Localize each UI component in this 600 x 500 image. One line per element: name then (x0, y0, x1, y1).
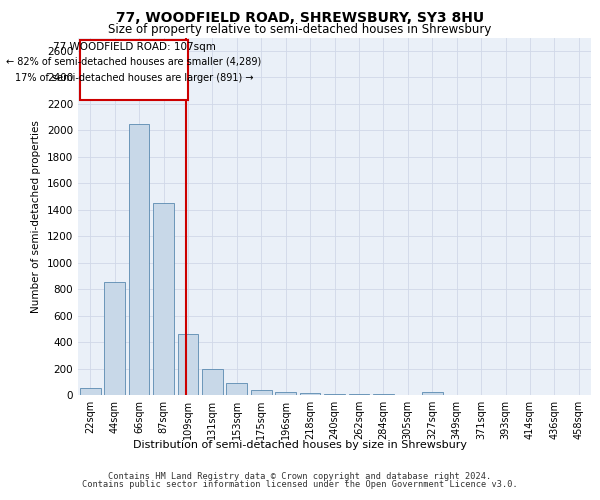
Text: 77, WOODFIELD ROAD, SHREWSBURY, SY3 8HU: 77, WOODFIELD ROAD, SHREWSBURY, SY3 8HU (116, 11, 484, 25)
Bar (422, 392, 443, 395)
Text: ← 82% of semi-detached houses are smaller (4,289): ← 82% of semi-detached houses are smalle… (7, 57, 262, 67)
Text: 17% of semi-detached houses are larger (891) →: 17% of semi-detached houses are larger (… (14, 73, 253, 83)
Bar (299, 393, 320, 395)
Text: Contains public sector information licensed under the Open Government Licence v3: Contains public sector information licen… (82, 480, 518, 489)
Bar (128, 124, 149, 395)
Bar (178, 334, 199, 395)
Text: 77 WOODFIELD ROAD: 107sqm: 77 WOODFIELD ROAD: 107sqm (53, 42, 215, 52)
Y-axis label: Number of semi-detached properties: Number of semi-detached properties (31, 120, 41, 312)
Bar (153, 203, 174, 395)
FancyBboxPatch shape (80, 40, 188, 100)
Bar (275, 392, 296, 395)
Text: Contains HM Land Registry data © Crown copyright and database right 2024.: Contains HM Land Registry data © Crown c… (109, 472, 491, 481)
Bar (373, 394, 394, 395)
Bar (202, 368, 223, 395)
Text: Distribution of semi-detached houses by size in Shrewsbury: Distribution of semi-detached houses by … (133, 440, 467, 450)
Bar (349, 394, 370, 395)
Text: Size of property relative to semi-detached houses in Shrewsbury: Size of property relative to semi-detach… (109, 22, 491, 36)
Bar (80, 388, 101, 395)
Bar (104, 282, 125, 395)
Bar (226, 383, 247, 395)
Bar (251, 390, 272, 395)
Bar (324, 394, 345, 395)
